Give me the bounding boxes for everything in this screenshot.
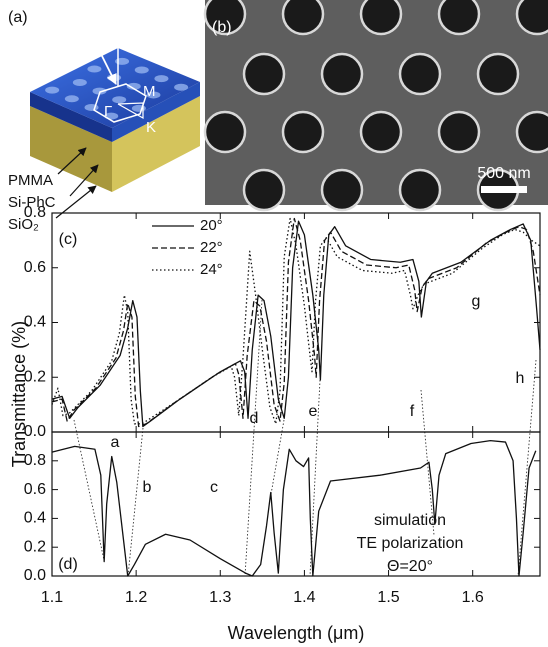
sem-image: (b) 500 nm [205,0,548,210]
annotation: b [143,479,152,496]
annotation: h [516,370,525,387]
legend-label: 22° [200,239,223,256]
sem-hole [478,54,518,94]
legend-label: 20° [200,217,223,234]
angle-arc [96,36,118,44]
annotation: c [210,479,218,496]
hole [45,87,59,94]
y-tick-label: 0.6 [24,481,46,498]
point-label: M [143,83,156,100]
annotation: f [410,403,415,420]
annotation: a [111,434,120,451]
hole [73,79,87,86]
y-tick-label: 0.8 [24,204,46,221]
sem-hole [517,112,548,152]
legend-label: 24° [200,261,223,278]
sem-hole [244,54,284,94]
hole [65,95,79,102]
panel-label: (b) [212,19,232,36]
sem-hole [361,0,401,34]
sem-hole [244,170,284,210]
point-label: Γ [104,103,112,120]
scale-bar [481,186,527,193]
x-tick-label: 1.6 [462,589,484,606]
figure: (a) Θ M Γ K PMMA Si-PhC SiO₂ (b) 500 nm … [0,0,548,647]
scale-bar-label: 500 nm [477,165,530,182]
annotation: TE polarization [357,535,464,552]
y-tick-label: 0.2 [24,538,46,555]
hole [135,67,149,74]
sem-hole [283,0,323,34]
layer-label: PMMA [8,172,53,189]
x-axis-label: Wavelength (μm) [228,623,365,643]
annotation: d [250,410,259,427]
x-tick-label: 1.1 [41,589,63,606]
annotation: (c) [59,231,78,248]
x-tick-label: 1.3 [209,589,231,606]
schematic: (a) Θ M Γ K PMMA Si-PhC SiO₂ [8,4,200,233]
data-line [52,218,540,423]
hole [132,105,146,112]
annotation: g [472,293,481,310]
annotation: simulation [374,512,446,529]
annotation: e [309,403,318,420]
x-tick-label: 1.4 [293,589,315,606]
hole [154,75,168,82]
sem-hole [283,112,323,152]
sem-hole [322,170,362,210]
y-tick-label: 0.0 [24,567,46,584]
y-tick-label: 0.8 [24,452,46,469]
point-label: K [146,119,156,136]
theta-label: Θ [72,29,84,46]
panel-label: (a) [8,9,28,26]
y-tick-label: 0.6 [24,259,46,276]
data-line [52,441,536,576]
sem-hole [400,54,440,94]
connectors [74,300,536,576]
sem-hole [205,112,245,152]
sem-hole [439,0,479,34]
x-tick-label: 1.5 [377,589,399,606]
y-tick-label: 0.4 [24,510,46,527]
sem-hole [400,170,440,210]
hole [115,58,129,65]
sem-hole [361,112,401,152]
connector [518,360,536,576]
annotation: Θ=20° [387,558,433,575]
sem-hole [322,54,362,94]
y-axis-label: Transmittance (%) [9,321,29,467]
connector [74,420,104,560]
page: { "panel_a": {"label": "(a)", "theta": "… [0,0,548,647]
hole [174,84,188,91]
hole [112,96,126,103]
x-tick-label: 1.2 [125,589,147,606]
hole [87,66,101,73]
sem-hole [439,112,479,152]
annotation: (d) [58,556,78,573]
